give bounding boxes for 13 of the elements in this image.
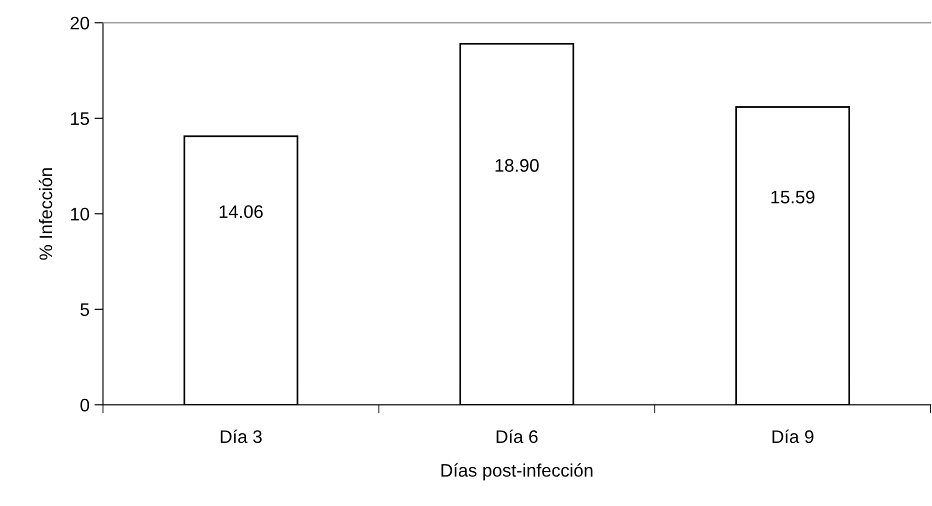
data-label: 15.59 (771, 190, 814, 204)
x-tick-label: Día 9 (772, 430, 814, 444)
y-tick-label: 15 (71, 112, 90, 125)
data-label: 14.06 (220, 205, 263, 218)
y-axis-title: % Infección (38, 168, 52, 260)
y-tick-label: 10 (71, 208, 90, 221)
data-label: 18.90 (496, 159, 539, 172)
x-tick-label: Día 6 (496, 430, 538, 444)
y-tick-label: 20 (70, 16, 90, 30)
y-tick-label: 0 (80, 398, 90, 412)
x-tick-label: Día 3 (220, 430, 262, 444)
x-axis-title: Días post-infección (442, 463, 592, 480)
y-tick-label: 5 (80, 303, 90, 316)
